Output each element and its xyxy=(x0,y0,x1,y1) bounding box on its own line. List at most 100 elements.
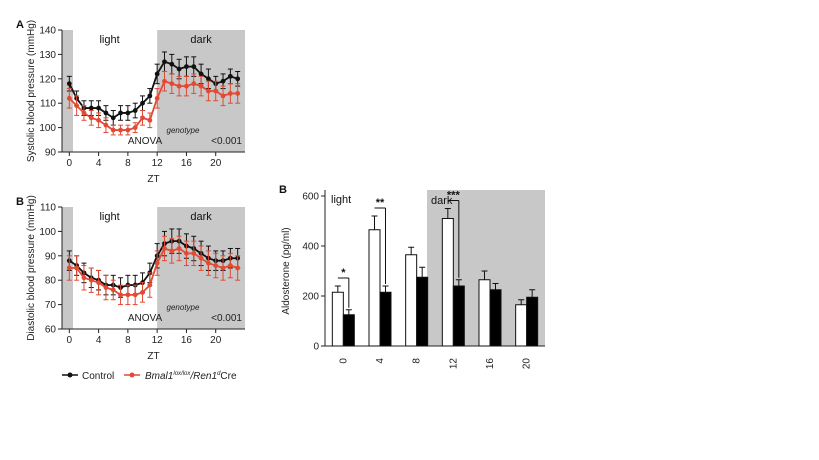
bar-bmal1 xyxy=(526,296,539,347)
bar-control xyxy=(331,291,344,347)
data-point xyxy=(140,290,145,295)
x-tick-label: 8 xyxy=(125,335,131,346)
data-point xyxy=(220,93,226,99)
significance-label: *** xyxy=(447,190,461,202)
data-point xyxy=(132,292,138,298)
y-tick-label: 110 xyxy=(40,203,56,214)
x-tick: 20 xyxy=(522,358,533,370)
y-tick-label: 140 xyxy=(39,26,56,37)
panel-label: B xyxy=(279,184,287,196)
data-point xyxy=(118,292,123,298)
x-tick: 16 xyxy=(181,329,193,346)
legend-bmal-marker xyxy=(129,372,135,378)
bar-control xyxy=(368,229,381,347)
x-tick-label: 4 xyxy=(375,358,386,364)
data-point xyxy=(103,110,109,116)
significance-label: ** xyxy=(376,197,385,209)
data-point xyxy=(74,103,80,109)
x-axis-label: ZT xyxy=(147,351,159,362)
x-tick-label: 8 xyxy=(125,158,131,169)
y-tick: 600 xyxy=(302,192,325,203)
y-tick-label: 120 xyxy=(39,74,56,85)
data-point xyxy=(96,117,101,123)
bar-control xyxy=(478,279,491,347)
data-point xyxy=(169,61,175,67)
x-tick-label: 12 xyxy=(448,358,459,370)
data-point xyxy=(154,260,160,266)
x-tick: 16 xyxy=(485,358,496,370)
x-tick: 0 xyxy=(67,152,73,169)
y-tick-label: 130 xyxy=(39,50,56,61)
chart-legend: Control Bmal1lox/lox/Ren1dCre xyxy=(62,371,237,382)
aldosterone-chart: light dark 0 200 400 600 Aldosterone (pg/ml) B 0… xyxy=(279,184,545,369)
x-tick: 20 xyxy=(210,152,222,169)
y-tick-label: 90 xyxy=(45,148,57,159)
data-point xyxy=(154,95,160,101)
y-tick-label: 110 xyxy=(40,99,56,110)
x-tick-label: 16 xyxy=(181,158,193,169)
x-tick: 8 xyxy=(412,358,423,364)
y-axis-label: Aldosterone (pg/ml) xyxy=(281,227,292,314)
data-point xyxy=(220,265,226,271)
y-tick: 110 xyxy=(40,203,62,214)
data-point xyxy=(66,265,72,271)
y-tick: 90 xyxy=(45,148,62,159)
series-bmal1 xyxy=(66,70,241,136)
x-tick: 0 xyxy=(67,329,73,346)
x-tick: 0 xyxy=(338,358,349,364)
x-tick: 4 xyxy=(96,152,102,169)
data-point xyxy=(213,263,219,268)
systolic-chart: light dark 90 100 110 120 130 140 0 4 8 12 16 20 ZT Sys… xyxy=(16,19,245,185)
y-tick-label: 200 xyxy=(302,292,319,303)
data-point xyxy=(176,246,182,251)
data-point xyxy=(198,83,204,89)
data-point xyxy=(110,127,116,133)
y-tick-label: 600 xyxy=(302,192,319,203)
data-point xyxy=(198,71,204,77)
data-point xyxy=(227,263,233,268)
y-tick-label: 100 xyxy=(39,123,56,134)
anova-label: ANOVA xyxy=(128,313,163,324)
x-tick-label: 0 xyxy=(67,158,73,169)
data-point xyxy=(132,108,138,113)
data-point xyxy=(184,64,189,69)
y-tick: 100 xyxy=(39,123,62,134)
x-tick: 4 xyxy=(375,358,386,364)
x-tick: 12 xyxy=(152,329,163,346)
data-point xyxy=(235,91,241,96)
y-tick: 80 xyxy=(45,276,62,287)
series-bmal1 xyxy=(66,235,241,306)
x-tick-label: 16 xyxy=(181,335,193,346)
data-point xyxy=(191,81,197,87)
data-point xyxy=(206,260,211,266)
y-tick-label: 70 xyxy=(45,300,57,311)
data-point xyxy=(154,71,160,77)
bar-bmal1 xyxy=(452,285,465,347)
axes xyxy=(61,207,245,330)
light-phase-label: light xyxy=(99,34,119,46)
data-point xyxy=(176,66,182,72)
x-tick-label: 4 xyxy=(96,335,102,346)
data-point xyxy=(198,255,204,261)
x-tick: 8 xyxy=(125,329,131,346)
data-point xyxy=(162,246,167,251)
data-point xyxy=(235,265,241,271)
diastolic-chart: light dark 60 70 80 90 100 110 0 4 8 12 16 20 ZT Diasto… xyxy=(16,195,245,362)
bar-bmal1 xyxy=(342,314,355,347)
data-point xyxy=(66,81,72,87)
data-point xyxy=(125,110,131,116)
legend-control-marker xyxy=(67,372,73,378)
y-tick: 100 xyxy=(39,227,62,238)
y-tick-label: 60 xyxy=(45,325,57,336)
x-axis-label: ZT xyxy=(147,174,159,185)
data-point xyxy=(140,100,145,106)
data-point xyxy=(118,127,123,133)
legend-bmal-label: Bmal1lox/lox/Ren1dCre xyxy=(145,371,237,382)
x-tick-label: 12 xyxy=(152,158,164,169)
data-point xyxy=(140,115,145,121)
dark-phase-label: dark xyxy=(190,211,212,223)
panel-label: B xyxy=(16,196,24,208)
data-point xyxy=(191,250,197,256)
data-point xyxy=(235,76,241,82)
x-tick: 4 xyxy=(96,329,102,346)
